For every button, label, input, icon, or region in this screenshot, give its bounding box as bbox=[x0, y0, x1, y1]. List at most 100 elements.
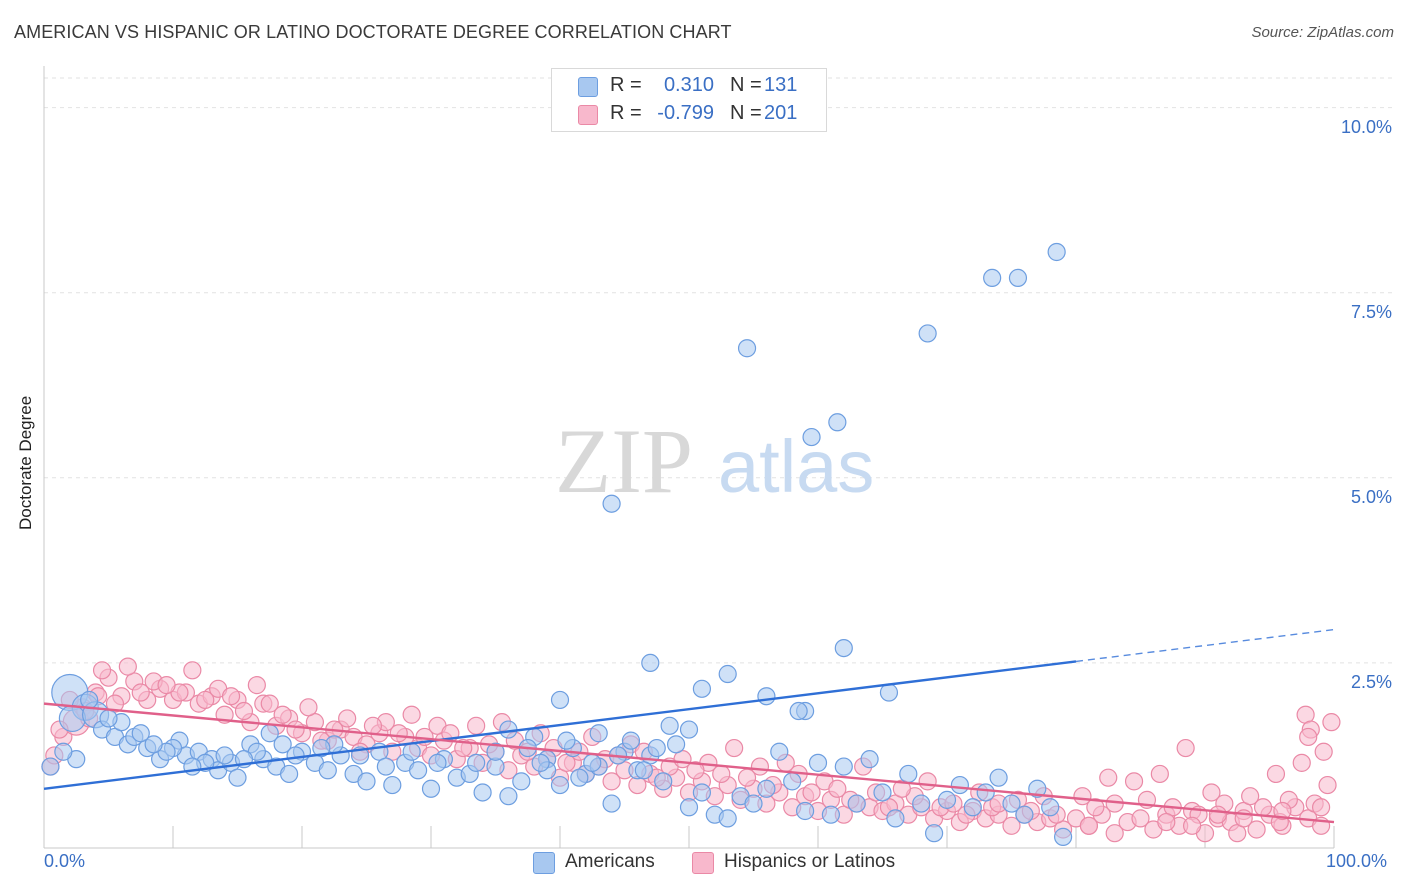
watermark: ZIP atlas bbox=[555, 410, 874, 512]
american-point bbox=[215, 746, 234, 765]
american-point bbox=[80, 690, 99, 710]
american-point bbox=[718, 664, 737, 684]
american-point bbox=[499, 787, 518, 806]
american-point bbox=[679, 720, 699, 739]
american-point bbox=[976, 783, 995, 802]
hispanic-point bbox=[247, 676, 266, 695]
hispanic-point bbox=[196, 690, 215, 710]
american-point bbox=[802, 427, 821, 447]
american-point bbox=[834, 638, 853, 658]
hispanic-point bbox=[1157, 812, 1176, 832]
hispanic-point bbox=[389, 724, 408, 743]
american-point bbox=[131, 724, 150, 743]
american-point bbox=[783, 772, 802, 791]
american-point bbox=[550, 690, 570, 710]
hispanic-point bbox=[712, 764, 731, 784]
legend-n-label: N = bbox=[730, 74, 762, 96]
hispanic-point bbox=[1322, 713, 1341, 732]
american-point bbox=[58, 704, 86, 733]
hispanic-point bbox=[92, 661, 112, 680]
watermark-zip: ZIP bbox=[555, 410, 693, 512]
american-point bbox=[757, 687, 776, 706]
x-tick-label-max: 100.0% bbox=[1326, 851, 1388, 871]
hispanic-point bbox=[1266, 764, 1286, 784]
hispanic-point bbox=[454, 738, 473, 758]
hispanic-point bbox=[686, 761, 705, 780]
american-point bbox=[409, 761, 428, 780]
hispanic-point bbox=[1318, 775, 1337, 795]
hispanic-point bbox=[260, 694, 279, 713]
hispanic-point bbox=[1208, 805, 1228, 824]
axes bbox=[43, 66, 1335, 849]
american-point bbox=[602, 794, 621, 813]
american-point bbox=[950, 775, 970, 795]
american-point bbox=[428, 753, 447, 772]
hispanic-point bbox=[1311, 798, 1331, 817]
hispanic-point bbox=[1150, 764, 1169, 784]
hispanic-point bbox=[1253, 798, 1273, 817]
american-point bbox=[770, 742, 789, 761]
hispanic-point bbox=[1299, 727, 1318, 747]
hispanic-point bbox=[1099, 768, 1118, 787]
american-point bbox=[1015, 805, 1034, 824]
american-point bbox=[789, 701, 808, 721]
legend-n-value: 131 bbox=[764, 74, 798, 96]
hispanic-point bbox=[221, 687, 241, 706]
american-point bbox=[989, 768, 1008, 787]
hispanic-point bbox=[234, 701, 254, 721]
bottom-legend-americans: Americans bbox=[565, 851, 655, 872]
hispanic-point bbox=[1247, 820, 1266, 839]
y-tick-label: 7.5% bbox=[1350, 301, 1392, 322]
american-point bbox=[512, 772, 531, 791]
american-point bbox=[821, 805, 841, 824]
hispanic-point bbox=[737, 768, 757, 787]
american-point bbox=[183, 757, 202, 776]
legend-r-label: R = bbox=[610, 74, 642, 96]
americans-trend-extension bbox=[1075, 628, 1335, 663]
american-point bbox=[963, 798, 982, 817]
legend-swatch-hispanics bbox=[578, 105, 598, 125]
hispanic-point bbox=[286, 720, 305, 739]
hispanic-point bbox=[1176, 738, 1195, 758]
american-point bbox=[660, 716, 679, 735]
american-point bbox=[557, 731, 576, 750]
american-point bbox=[421, 779, 441, 798]
legend-n-label: N = bbox=[730, 102, 762, 124]
american-point bbox=[937, 790, 957, 809]
american-point bbox=[99, 709, 118, 728]
american-point bbox=[918, 324, 937, 343]
hispanic-point bbox=[1182, 816, 1202, 835]
american-point bbox=[886, 809, 905, 828]
source-label: Source: ZipAtlas.com bbox=[1251, 24, 1394, 41]
hispanic-point bbox=[1292, 753, 1311, 772]
american-point bbox=[1041, 798, 1060, 817]
y-tick-label: 2.5% bbox=[1350, 671, 1392, 692]
legend-n-value: 201 bbox=[764, 102, 798, 124]
hispanic-point bbox=[1105, 824, 1124, 843]
american-point bbox=[808, 753, 828, 772]
american-point bbox=[666, 735, 686, 754]
american-point bbox=[795, 801, 815, 821]
bottom-legend-hispanics: Hispanics or Latinos bbox=[724, 851, 896, 872]
hispanic-point bbox=[802, 783, 821, 802]
legend-row-americans: R = 0.310 N = 131 bbox=[552, 71, 826, 101]
hispanic-point bbox=[1124, 772, 1144, 791]
american-point bbox=[357, 772, 376, 791]
bottom-legend-swatch-americans bbox=[533, 852, 555, 874]
legend-swatch-americans bbox=[578, 77, 598, 97]
american-point bbox=[376, 757, 395, 776]
hispanic-point bbox=[1002, 816, 1021, 835]
hispanic-point bbox=[299, 698, 318, 717]
y-tick-label: 5.0% bbox=[1350, 486, 1392, 507]
american-point bbox=[383, 775, 402, 795]
hispanic-point bbox=[828, 779, 847, 798]
watermark-atlas: atlas bbox=[718, 425, 874, 508]
hispanic-point bbox=[338, 709, 357, 728]
american-point bbox=[41, 757, 60, 776]
american-point bbox=[570, 768, 589, 787]
american-point bbox=[983, 268, 1002, 288]
american-point bbox=[54, 742, 73, 761]
american-point bbox=[467, 753, 486, 772]
american-point bbox=[744, 794, 763, 813]
american-point bbox=[860, 750, 879, 769]
